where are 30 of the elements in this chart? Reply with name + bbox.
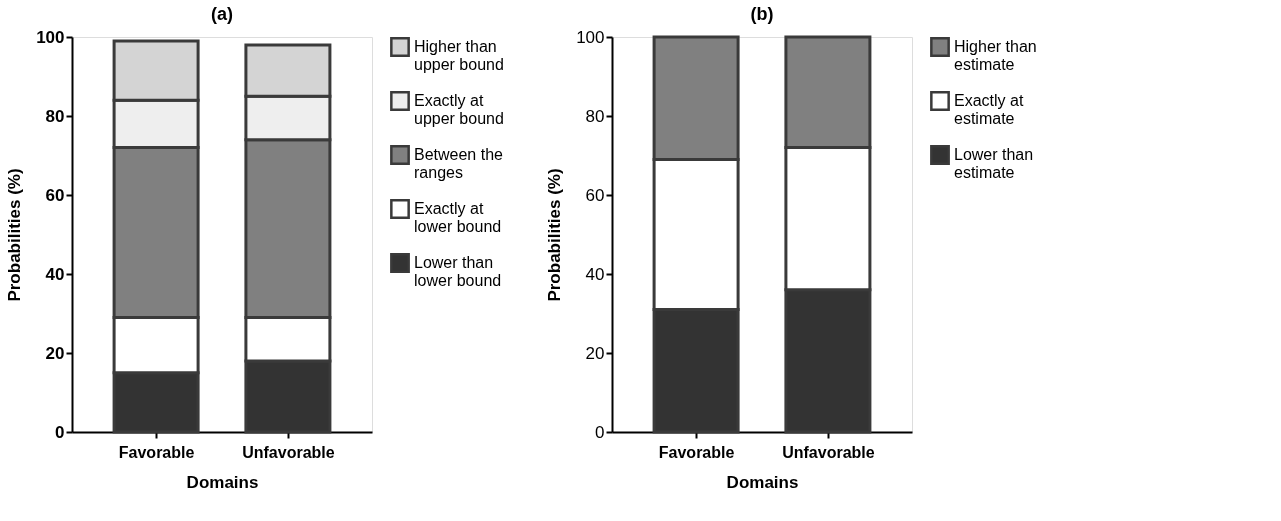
legend-label: Higher than estimate	[954, 38, 1037, 73]
legend-label: Between the ranges	[414, 146, 504, 181]
y-tick-label: 0	[595, 422, 605, 442]
y-axis-title: Probabilities (%)	[5, 168, 25, 302]
x-axis-title: Domains	[726, 472, 799, 492]
y-tick-label: 40	[45, 264, 65, 284]
y-axis-title: Probabilities (%)	[545, 168, 565, 302]
y-tick-label: 60	[585, 185, 605, 205]
x-tick-label: Unfavorable	[242, 443, 335, 461]
y-tick-label: 80	[585, 106, 605, 126]
chart-title: (b)	[750, 4, 774, 24]
legend-label: Exactly at estimate	[954, 92, 1024, 127]
y-tick-label: 80	[45, 106, 65, 126]
y-tick-label: 40	[585, 264, 605, 284]
legend-label: Higher than upper bound	[414, 38, 504, 73]
x-tick-label: Unfavorable	[782, 443, 875, 461]
chart-title: (a)	[211, 4, 233, 24]
y-tick-label: 60	[45, 185, 65, 205]
legend-label: Exactly at upper bound	[414, 92, 504, 127]
legend-label: Exactly at lower bound	[414, 200, 502, 235]
x-axis-title: Domains	[186, 472, 259, 492]
y-tick-label: 0	[55, 422, 65, 442]
y-tick-label: 100	[576, 27, 605, 47]
y-tick-label: 100	[36, 27, 65, 47]
legend-label: Lower than estimate	[954, 146, 1034, 181]
legend-label: Lower than lower bound	[414, 254, 502, 289]
y-tick-label: 20	[585, 343, 605, 363]
y-tick-label: 20	[45, 343, 65, 363]
x-tick-label: Favorable	[118, 443, 195, 461]
x-tick-label: Favorable	[658, 443, 735, 461]
